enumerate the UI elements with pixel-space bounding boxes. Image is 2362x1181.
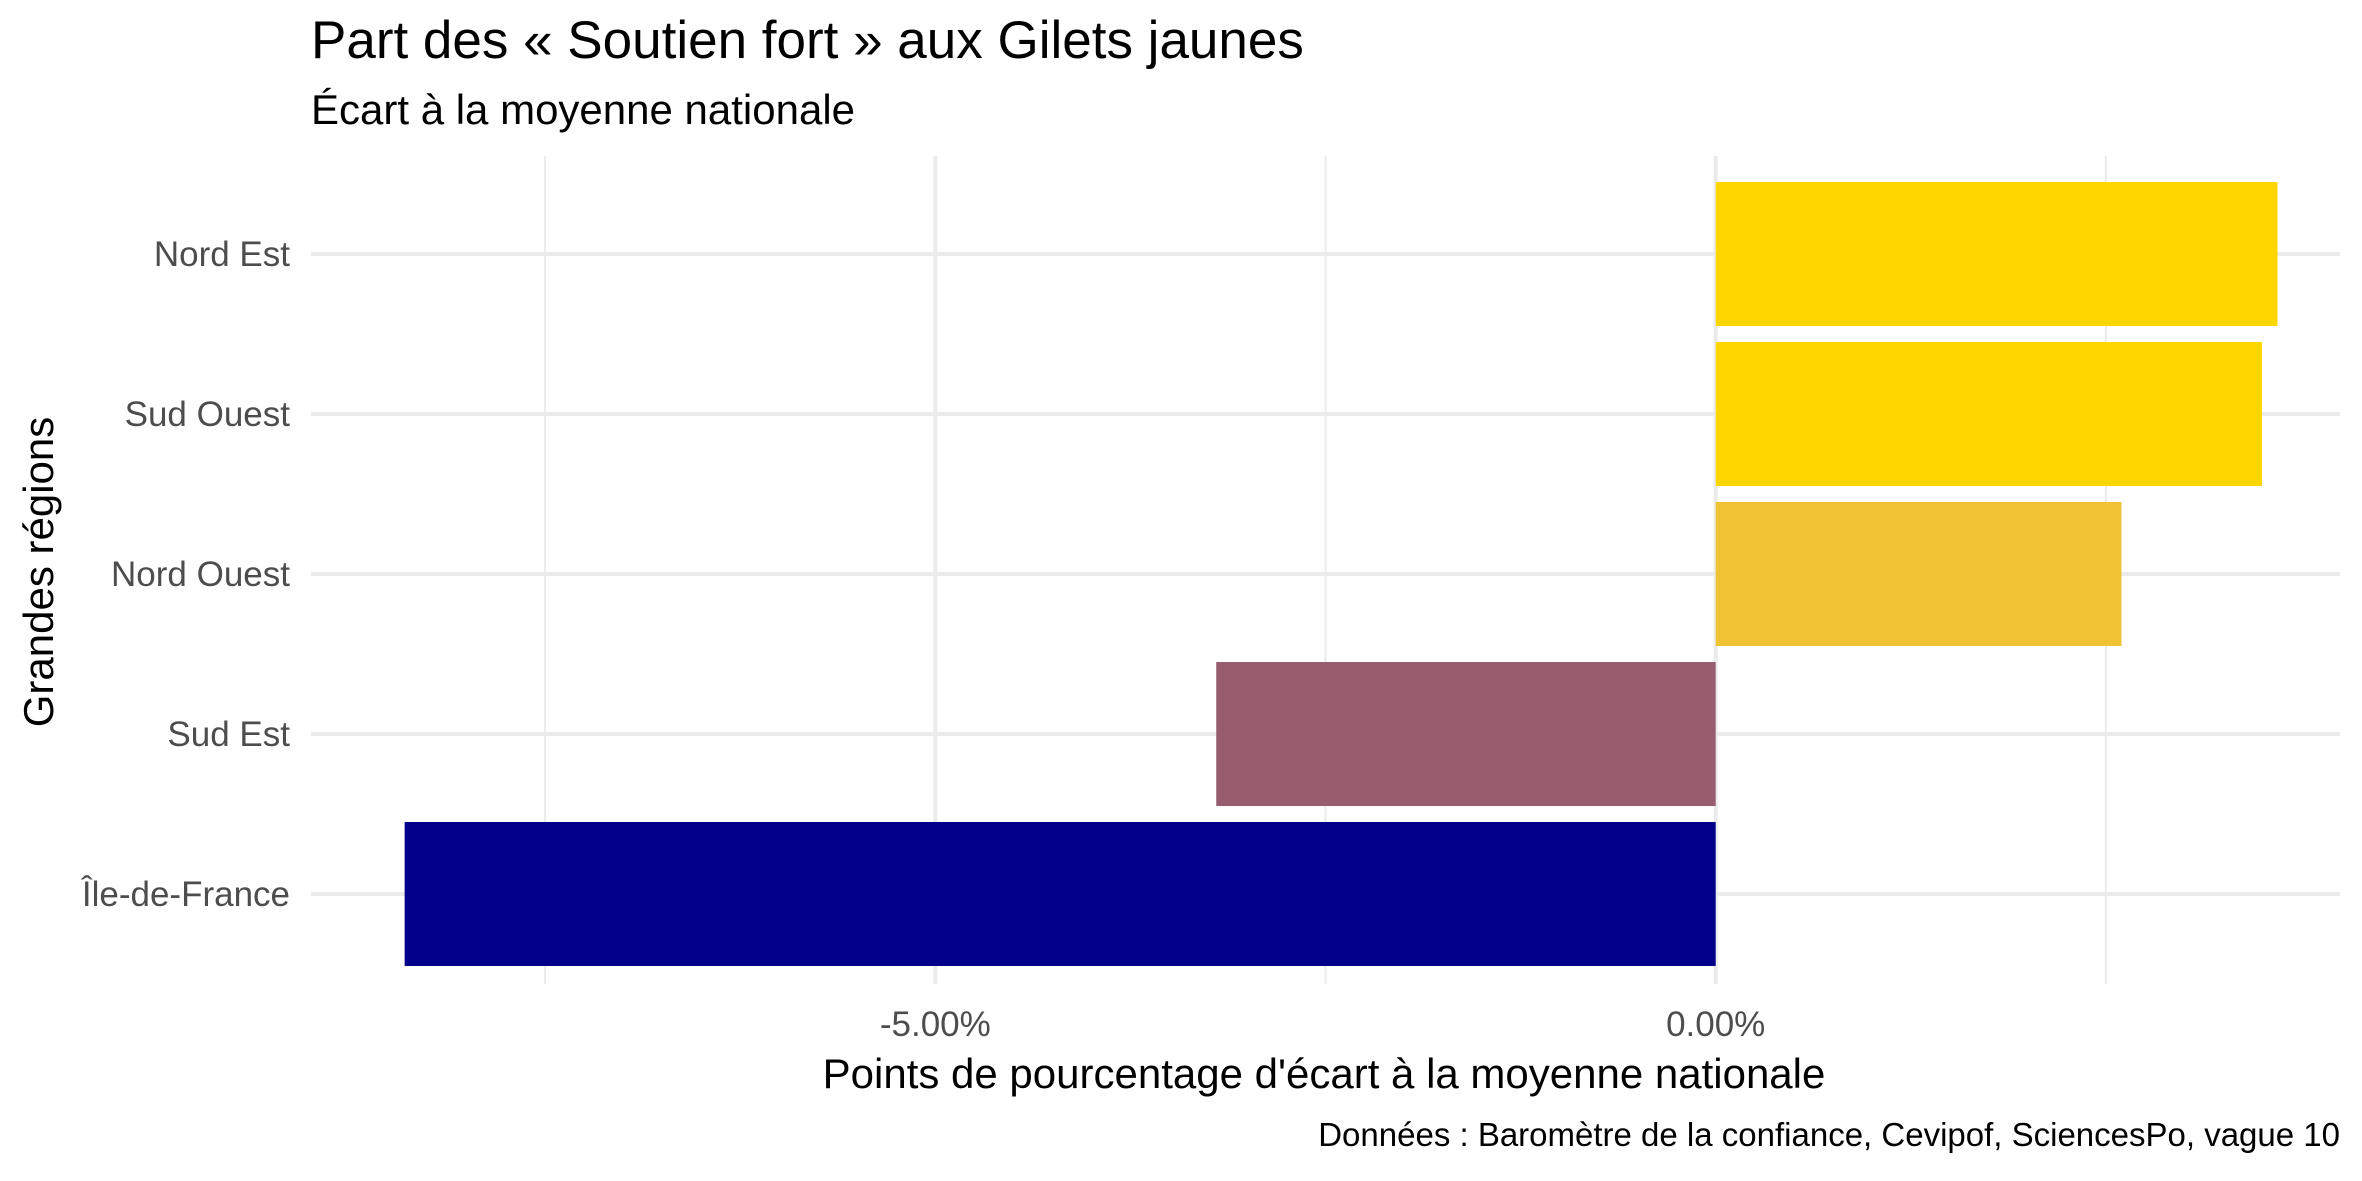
y-tick-label: Île-de-France [81,875,290,914]
x-tick-label: 0.00% [1666,1005,1765,1044]
bars [404,182,2278,966]
bar-sud-ouest [1715,342,2262,486]
y-tick-label: Sud Ouest [125,395,291,434]
chart-title: Part des « Soutien fort » aux Gilets jau… [311,11,1304,70]
y-tick-label: Sud Est [167,715,290,754]
x-axis-title: Points de pourcentage d'écart à la moyen… [823,1050,1826,1097]
x-tick-labels: -5.00% 0.00% [880,1005,1765,1044]
y-tick-label: Nord Est [154,235,290,274]
y-tick-label: Nord Ouest [111,555,290,594]
chart-caption: Données : Baromètre de la confiance, Cev… [1318,1116,2340,1153]
y-axis-title: Grandes régions [15,417,62,728]
bar-sud-est [1216,662,1716,806]
x-tick-label: -5.00% [880,1005,991,1044]
bar-nord-ouest [1715,502,2122,646]
y-tick-labels: Nord Est Sud Ouest Nord Ouest Sud Est Île-de… [81,235,290,914]
bar--le-de-france [404,822,1716,966]
chart-subtitle: Écart à la moyenne nationale [311,86,855,133]
bar-nord-est [1715,182,2278,326]
